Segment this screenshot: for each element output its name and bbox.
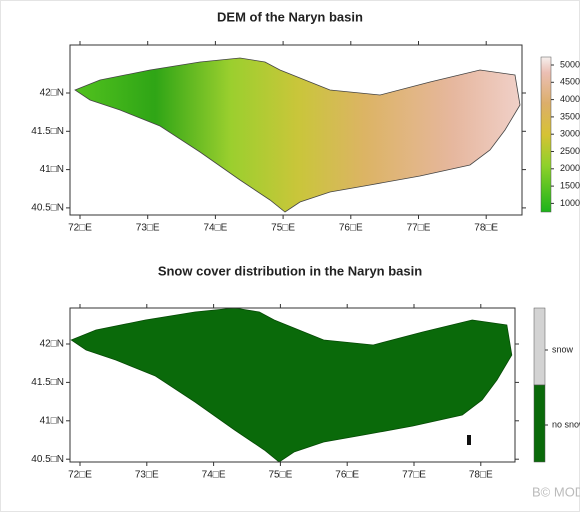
legend-label: snow: [552, 344, 574, 354]
y-tick-label: 42□N: [40, 339, 64, 350]
map-frame: [69, 307, 516, 463]
x-tick-label: 77□E: [402, 470, 426, 481]
x-tick-label: 74□E: [202, 470, 226, 481]
legend-label: 1000: [560, 198, 580, 208]
legend-label: 4500: [560, 77, 580, 87]
y-tick-label: 41.5□N: [31, 126, 64, 137]
legend-no-snow: [533, 384, 546, 463]
legend-label: 3500: [560, 111, 580, 121]
legend-label: 4000: [560, 94, 580, 104]
panel-title: DEM of the Naryn basin: [217, 9, 363, 24]
y-tick-label: 40.5□N: [31, 454, 64, 465]
legend-label: 1500: [560, 180, 580, 190]
map-frame: [69, 44, 523, 216]
legend-label: no snow: [552, 419, 580, 429]
panel-title: Snow cover distribution in the Naryn bas…: [158, 263, 422, 278]
y-tick-label: 42□N: [40, 88, 64, 99]
x-tick-label: 74□E: [203, 223, 227, 234]
legend-label: 5000: [560, 59, 580, 69]
x-tick-label: 72□E: [68, 223, 92, 234]
y-tick-label: 41.5□N: [31, 377, 64, 388]
x-tick-label: 72□E: [68, 470, 92, 481]
y-tick-label: 41□N: [40, 164, 64, 175]
legend-snow: [533, 307, 546, 386]
x-tick-label: 73□E: [136, 223, 160, 234]
x-tick-label: 77□E: [407, 223, 431, 234]
x-tick-label: 73□E: [135, 470, 159, 481]
marker: [467, 435, 471, 445]
y-tick-label: 40.5□N: [31, 203, 64, 214]
watermark: B© MODSNOW: [532, 484, 580, 499]
x-tick-label: 75□E: [268, 470, 292, 481]
legend-label: 2500: [560, 146, 580, 156]
colorbar: [540, 56, 552, 213]
legend-label: 2000: [560, 163, 580, 173]
x-tick-label: 78□E: [474, 223, 498, 234]
x-tick-label: 76□E: [335, 470, 359, 481]
x-tick-label: 76□E: [339, 223, 363, 234]
dem-map: [74, 57, 521, 213]
x-tick-label: 75□E: [271, 223, 295, 234]
x-tick-label: 78□E: [469, 470, 493, 481]
snow-map: [70, 307, 513, 463]
legend-label: 3000: [560, 129, 580, 139]
y-tick-label: 41□N: [40, 415, 64, 426]
